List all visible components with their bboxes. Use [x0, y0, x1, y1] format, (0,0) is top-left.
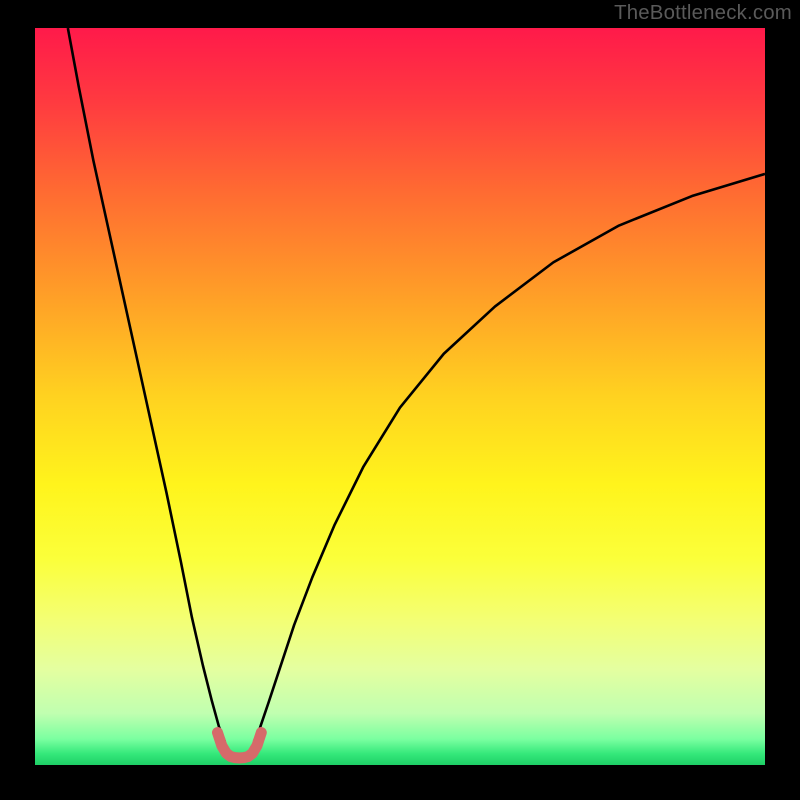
curve-left-branch: [68, 28, 225, 741]
chart-stage: TheBottleneck.com: [0, 0, 800, 800]
watermark-text: TheBottleneck.com: [614, 2, 792, 25]
curve-layer: [0, 0, 800, 800]
curve-trough: [218, 733, 262, 758]
curve-right-branch: [254, 174, 765, 741]
